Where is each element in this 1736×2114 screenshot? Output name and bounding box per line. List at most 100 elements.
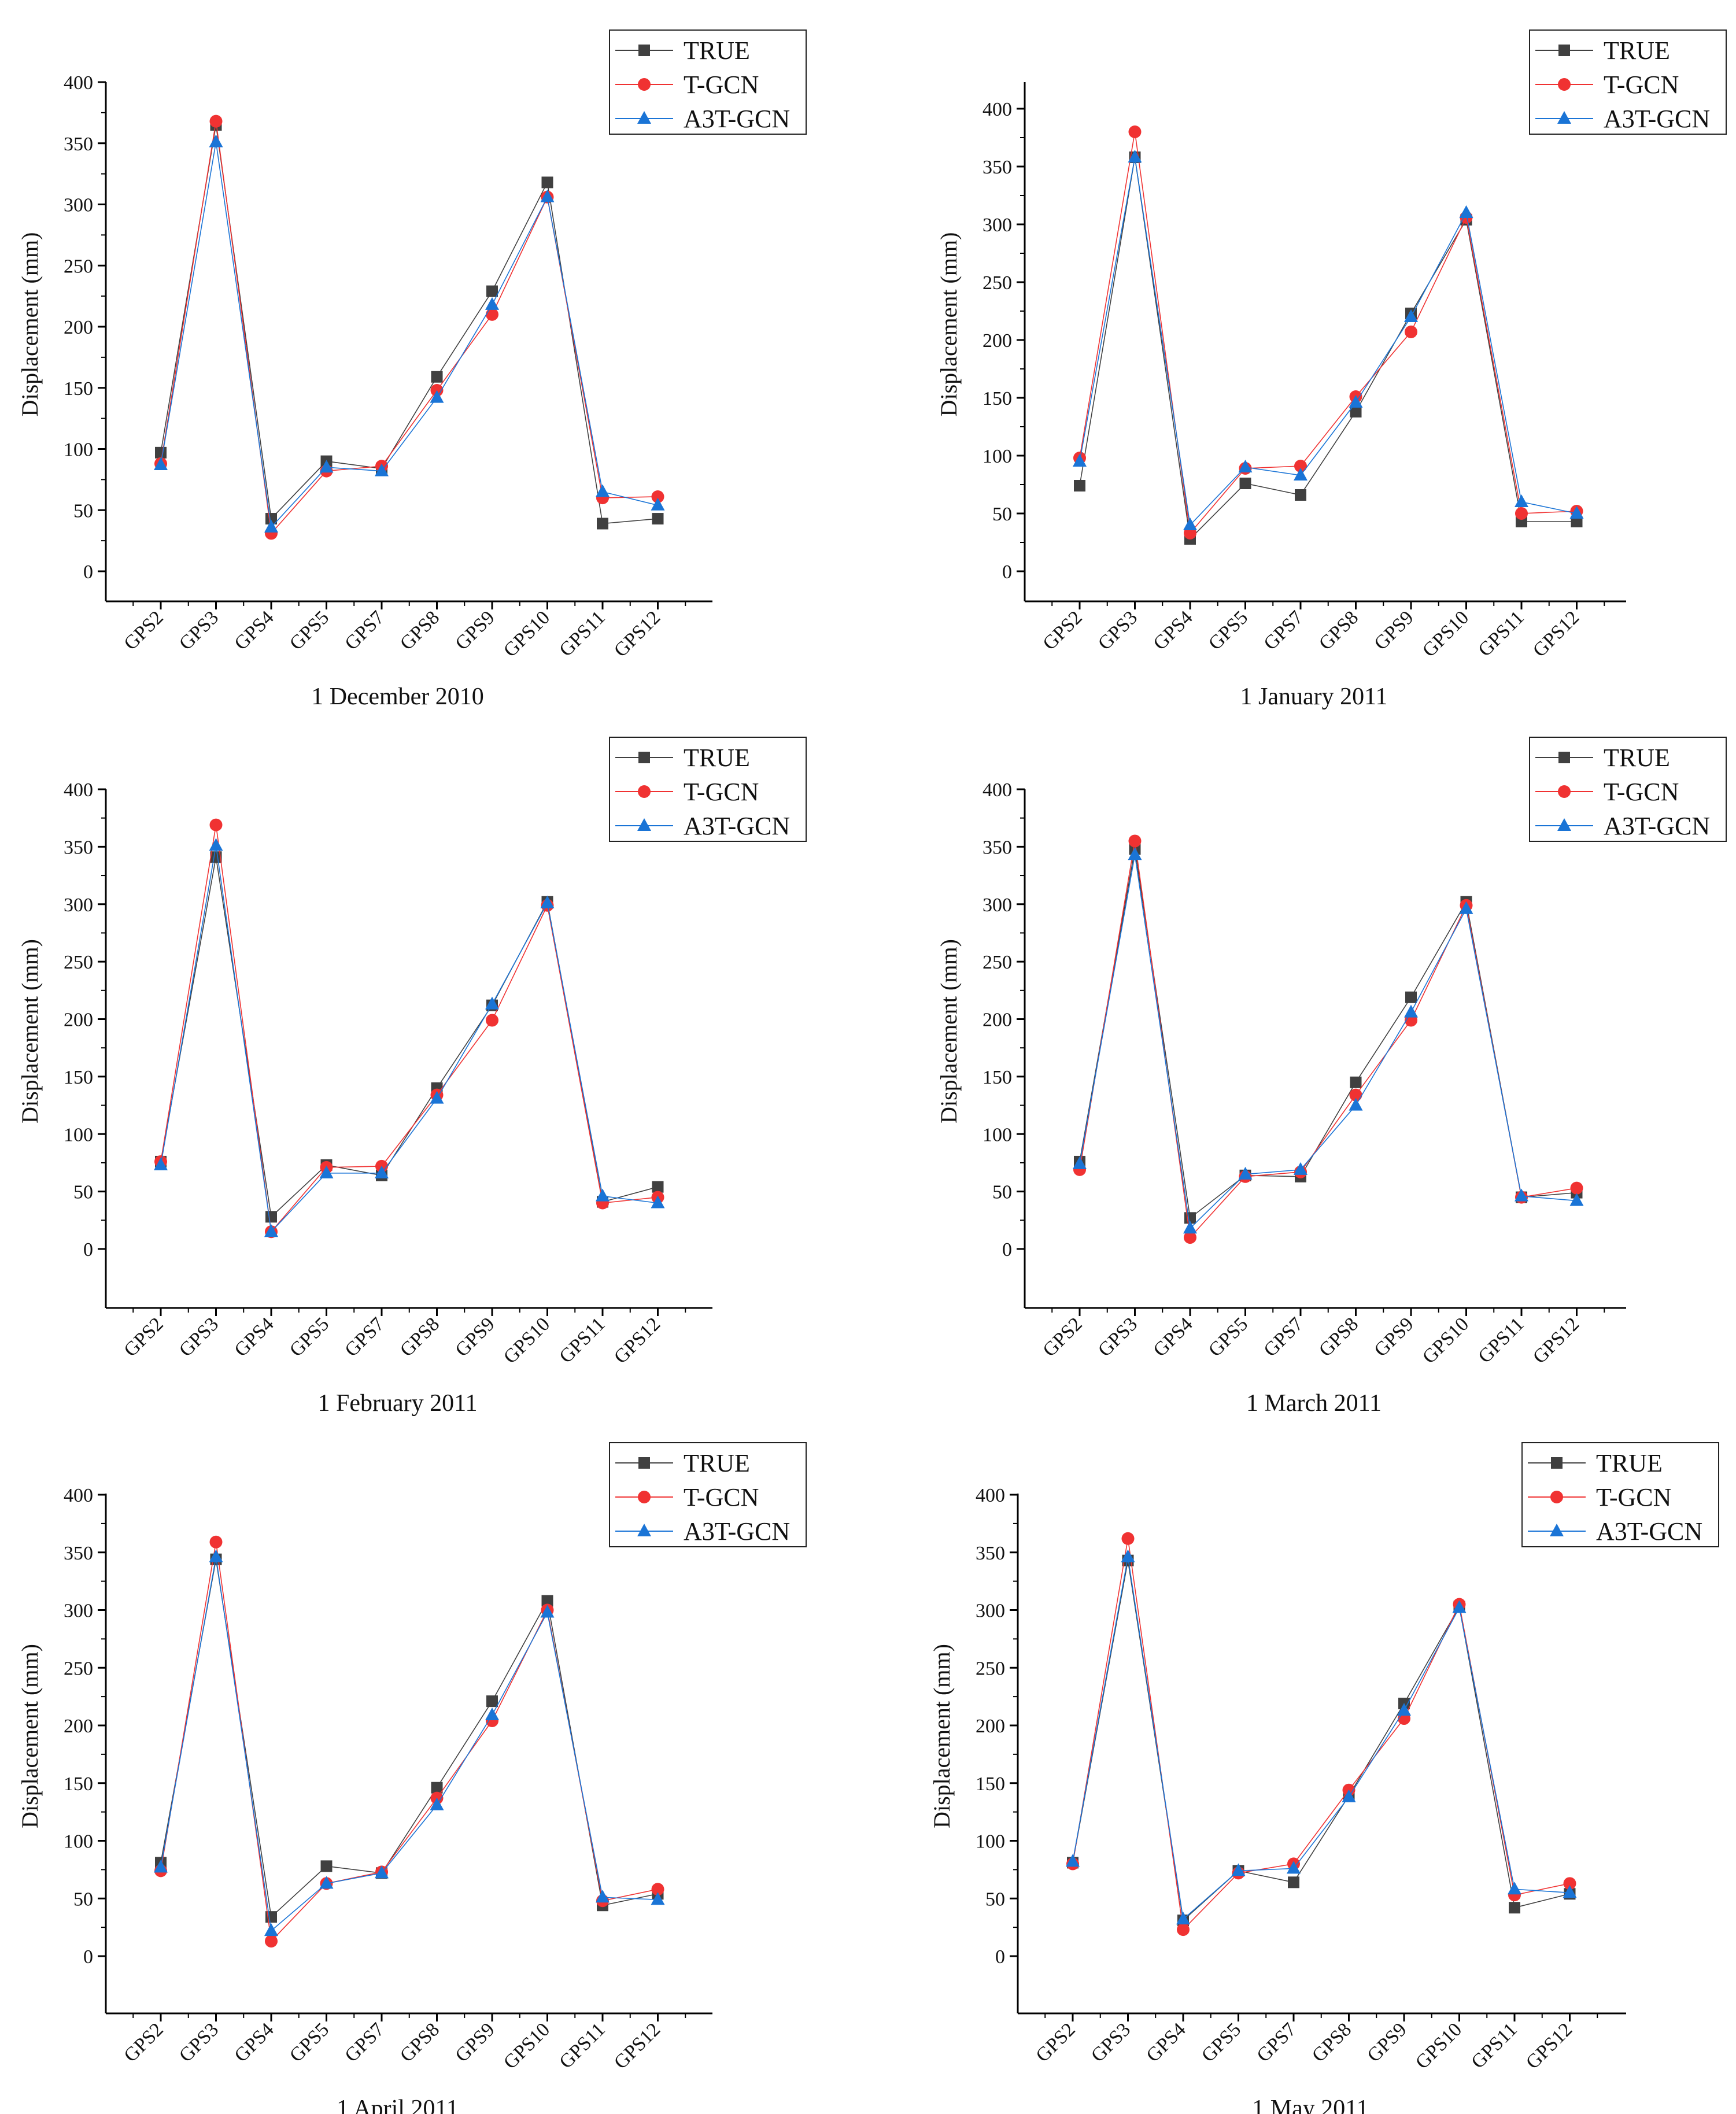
x-tick-label: GPS3 <box>1087 2019 1135 2066</box>
data-point-a3t-gcn <box>596 1890 610 1903</box>
y-tick-label: 0 <box>83 1239 93 1261</box>
x-tick-label: GPS2 <box>1039 607 1086 654</box>
series-line-a3t-gcn <box>160 142 658 528</box>
y-tick-label: 100 <box>982 1124 1012 1145</box>
x-tick-label: GPS5 <box>286 2019 333 2066</box>
data-point-a3t-gcn <box>1128 150 1142 162</box>
y-tick-label: 300 <box>64 195 93 216</box>
y-tick-label: 150 <box>976 1773 1005 1795</box>
x-tick-label: GPS7 <box>1253 2019 1300 2066</box>
legend-label: T-GCN <box>684 1483 759 1511</box>
x-tick-label: GPS12 <box>1529 607 1583 661</box>
data-point-a3t-gcn <box>1569 506 1584 519</box>
legend-label: A3T-GCN <box>1604 812 1710 840</box>
data-point-a3t-gcn <box>319 460 334 473</box>
data-point-true <box>431 1782 443 1794</box>
x-tick-label: GPS12 <box>1529 1313 1583 1368</box>
data-point-true <box>1509 1902 1520 1914</box>
y-tick-label: 350 <box>982 157 1012 178</box>
y-tick-label: 200 <box>64 317 93 338</box>
y-axis-title: Displacement (mm) <box>17 232 43 417</box>
data-point-a3t-gcn <box>540 189 555 202</box>
data-point-t-gcn <box>209 114 223 128</box>
legend-marker-circle <box>1558 78 1571 91</box>
x-tick-label: GPS2 <box>120 2019 167 2066</box>
x-tick-label: GPS12 <box>610 2019 664 2073</box>
x-tick-label: GPS9 <box>451 2019 498 2066</box>
data-point-true <box>265 1211 277 1223</box>
x-tick-label: GPS11 <box>1474 1313 1528 1367</box>
y-tick-label: 50 <box>992 504 1012 525</box>
legend-label: TRUE <box>1604 36 1670 65</box>
y-axis-title: Displacement (mm) <box>936 939 962 1123</box>
legend-label: T-GCN <box>1604 778 1679 806</box>
data-point-true <box>265 513 277 525</box>
x-tick-label: GPS12 <box>1522 2019 1576 2073</box>
legend: TRUE T-GCN A3T-GCN <box>609 1442 807 1547</box>
x-tick-label: GPS4 <box>1149 607 1196 654</box>
y-tick-label: 150 <box>982 1067 1012 1088</box>
legend-label: A3T-GCN <box>1604 105 1710 133</box>
y-tick-label: 250 <box>976 1658 1005 1679</box>
y-tick-label: 300 <box>982 215 1012 236</box>
data-point-t-gcn <box>651 490 664 503</box>
chart-caption: 1 February 2011 <box>317 1390 477 1417</box>
series-line-a3t-gcn <box>160 845 658 1233</box>
x-tick-label: GPS8 <box>396 2019 444 2066</box>
y-tick-label: 350 <box>976 1543 1005 1564</box>
legend-marker-triangle <box>1557 111 1571 124</box>
y-tick-label: 100 <box>64 1831 93 1853</box>
y-tick-label: 400 <box>982 779 1012 801</box>
x-tick-label: GPS11 <box>1467 2019 1521 2072</box>
legend: TRUE T-GCN A3T-GCN <box>609 737 807 842</box>
data-point-t-gcn <box>1128 834 1142 848</box>
x-tick-label: GPS7 <box>1259 607 1307 654</box>
x-tick-label: GPS2 <box>120 607 167 654</box>
data-point-a3t-gcn <box>485 996 499 1010</box>
y-tick-label: 350 <box>64 837 93 858</box>
y-tick-label: 400 <box>982 99 1012 120</box>
data-point-a3t-gcn <box>375 1865 389 1879</box>
data-point-a3t-gcn <box>1183 518 1197 530</box>
y-tick-label: 200 <box>982 1010 1012 1031</box>
data-point-true <box>486 285 498 297</box>
legend-label: T-GCN <box>684 71 759 99</box>
data-point-a3t-gcn <box>154 1157 168 1170</box>
x-tick-label: GPS8 <box>396 1313 444 1361</box>
data-point-a3t-gcn <box>1452 1600 1467 1613</box>
chart-caption: 1 March 2011 <box>1246 1390 1382 1417</box>
x-tick-label: GPS9 <box>1370 1313 1417 1361</box>
x-tick-label: GPS9 <box>1363 2019 1410 2066</box>
series-line-true <box>160 857 658 1218</box>
x-tick-label: GPS11 <box>1474 607 1528 660</box>
data-point-a3t-gcn <box>264 1923 278 1936</box>
data-point-a3t-gcn <box>209 838 223 851</box>
y-tick-label: 300 <box>64 1601 93 1622</box>
data-point-t-gcn <box>1515 507 1528 520</box>
data-point-true <box>431 371 443 383</box>
x-tick-label: GPS4 <box>1149 1313 1196 1361</box>
legend-marker-triangle <box>1557 818 1571 831</box>
series-line-a3t-gcn <box>1079 157 1577 526</box>
legend: TRUE T-GCN A3T-GCN <box>1521 1442 1719 1547</box>
legend-marker-square <box>1551 1457 1563 1469</box>
x-tick-label: GPS3 <box>1094 1313 1142 1361</box>
y-tick-label: 350 <box>64 1543 93 1564</box>
y-tick-label: 0 <box>83 1946 93 1968</box>
series-line-true <box>160 1559 658 1918</box>
y-tick-label: 400 <box>64 1485 93 1506</box>
data-point-true <box>1074 480 1085 491</box>
data-point-a3t-gcn <box>1238 1166 1253 1180</box>
data-point-t-gcn <box>651 1883 664 1896</box>
chart-panel: 0 50 100 150 200 250 300 350 400 GPS2 GPS3 GPS4 GPS5… <box>929 1442 1719 2114</box>
data-point-a3t-gcn <box>1563 1885 1577 1898</box>
data-point-a3t-gcn <box>485 1708 499 1721</box>
x-tick-label: GPS7 <box>341 1313 388 1361</box>
legend-label: T-GCN <box>1596 1483 1671 1511</box>
data-point-true <box>541 1595 553 1607</box>
data-point-a3t-gcn <box>430 390 444 403</box>
data-point-t-gcn <box>486 308 498 321</box>
x-tick-label: GPS10 <box>500 2019 554 2073</box>
data-point-true <box>155 446 167 459</box>
